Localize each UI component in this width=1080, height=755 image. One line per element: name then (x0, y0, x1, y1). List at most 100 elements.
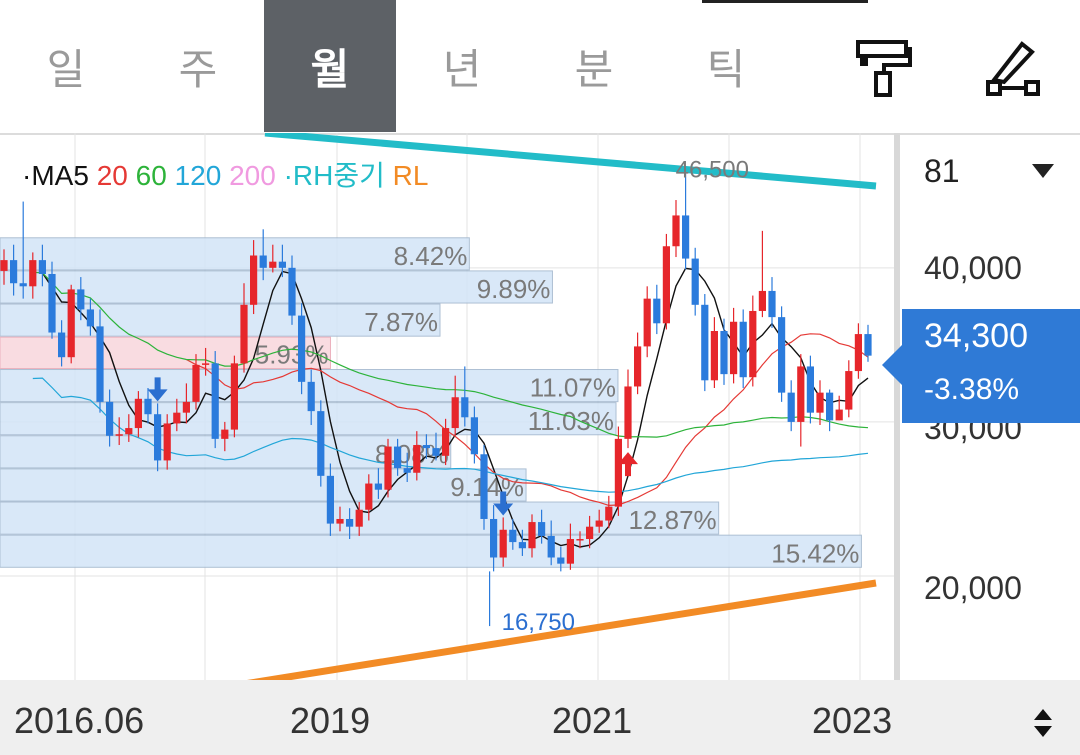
tab-month[interactable]: 월 (264, 0, 396, 132)
candle-body (816, 392, 824, 413)
candle-body (125, 428, 133, 435)
x-tick-label: 2019 (290, 700, 371, 741)
candle-body (240, 304, 248, 364)
candle-body (269, 261, 277, 268)
current-price-tag: 34,300 -3.38% (882, 309, 1080, 423)
candle-body (221, 429, 229, 439)
candle-body (739, 321, 747, 378)
sell-signal-arrow (493, 491, 514, 516)
period-count-select[interactable]: 81 (902, 140, 1080, 202)
candle-body (758, 290, 766, 311)
candle-body (595, 520, 603, 527)
candle-body (854, 334, 862, 372)
period-tab-bar: 일 주 월 년 분 틱 (0, 0, 1080, 135)
candle-body (211, 363, 219, 439)
y-axis-separator (894, 133, 900, 680)
candle-body (182, 401, 190, 413)
candle-body (355, 509, 363, 527)
candle-body (346, 518, 354, 527)
candle-body (538, 522, 546, 536)
rh-trendline (264, 133, 877, 190)
candle-body (29, 260, 37, 287)
candle-body (173, 412, 181, 424)
candle-body (19, 283, 27, 287)
legend-ma60: 60 (135, 160, 167, 191)
scroll-updown-icon[interactable] (1032, 706, 1054, 740)
candle-body (614, 438, 622, 507)
candle-body (710, 330, 718, 381)
volume-profile-label: 7.87% (364, 307, 438, 337)
candle-body (586, 526, 594, 540)
candle-body (106, 401, 114, 436)
candle-body (518, 542, 526, 549)
rl-trendline (246, 579, 877, 680)
ma120-line (32, 377, 869, 493)
tab-year[interactable]: 년 (442, 44, 482, 94)
candle-body (672, 215, 680, 247)
legend-rl: RL (392, 160, 429, 191)
candle-body (298, 315, 306, 382)
candle-body (154, 414, 162, 461)
candle-body (528, 522, 536, 549)
candle-body (826, 392, 834, 421)
candle-body (624, 386, 632, 439)
candle-body (566, 539, 574, 564)
legend-rh: ·RH중기 (283, 160, 385, 191)
tab-tick[interactable]: 틱 (706, 44, 746, 94)
ma60-line (32, 271, 869, 438)
candle-body (480, 454, 488, 519)
volume-profile-bar (0, 237, 470, 271)
y-tick-label: 40,000 (924, 250, 1022, 286)
candle-body (365, 483, 373, 510)
candle-body (10, 260, 18, 284)
volume-profile-bar (0, 270, 553, 304)
tab-week[interactable]: 주 (178, 44, 218, 94)
candle-body (384, 446, 392, 490)
candle-body (499, 529, 507, 558)
volume-profile-bar (0, 468, 527, 502)
candle-body (442, 428, 450, 456)
candle-body (403, 468, 411, 473)
max-price-label: 46,500 (676, 157, 749, 184)
candle-body (422, 445, 430, 449)
price-chart[interactable]: 8.42%9.89%7.87%5.93%11.07%11.03%8.08%9.1… (0, 133, 900, 680)
candle-body (307, 381, 315, 412)
candle-body (643, 298, 651, 347)
indicator-legend[interactable]: ·MA5 20 60 120 200 ·RH중기 RL (22, 154, 428, 194)
candle-body (605, 506, 613, 521)
candle-body (134, 398, 142, 429)
candle-body (86, 309, 94, 327)
draw-line-icon[interactable] (982, 36, 1044, 98)
x-tick-label: 2023 (812, 700, 893, 741)
candle-body (77, 289, 85, 310)
candle-body (115, 434, 123, 436)
candle-body (701, 304, 709, 381)
sell-signal-arrow (147, 377, 168, 402)
caret-down-icon (1032, 164, 1054, 178)
paint-roller-icon[interactable] (852, 36, 914, 98)
candle-body (278, 261, 286, 268)
candle-body (317, 411, 325, 476)
x-tick-label: 2016.06 (14, 700, 145, 741)
candle-body (730, 321, 738, 375)
candle-body (413, 445, 421, 473)
tab-day[interactable]: 일 (46, 44, 86, 94)
x-axis-bar (0, 680, 1080, 755)
candle-body (634, 346, 642, 387)
tab-minute[interactable]: 분 (574, 44, 614, 94)
current-price: 34,300 (924, 317, 1028, 355)
candle-body (202, 363, 210, 365)
candle-body (547, 535, 555, 558)
candle-body (787, 392, 795, 422)
candle-body (96, 326, 104, 402)
candle-body (509, 529, 517, 543)
candle-body (778, 317, 786, 393)
candle-body (432, 448, 440, 456)
candle-body (326, 475, 334, 524)
candle-body (144, 398, 152, 415)
volume-profile-label: 11.07% (530, 373, 616, 403)
candle-body (163, 423, 171, 461)
volume-profile-bar (0, 534, 862, 568)
candle-body (58, 332, 66, 358)
candle-body (192, 364, 200, 402)
